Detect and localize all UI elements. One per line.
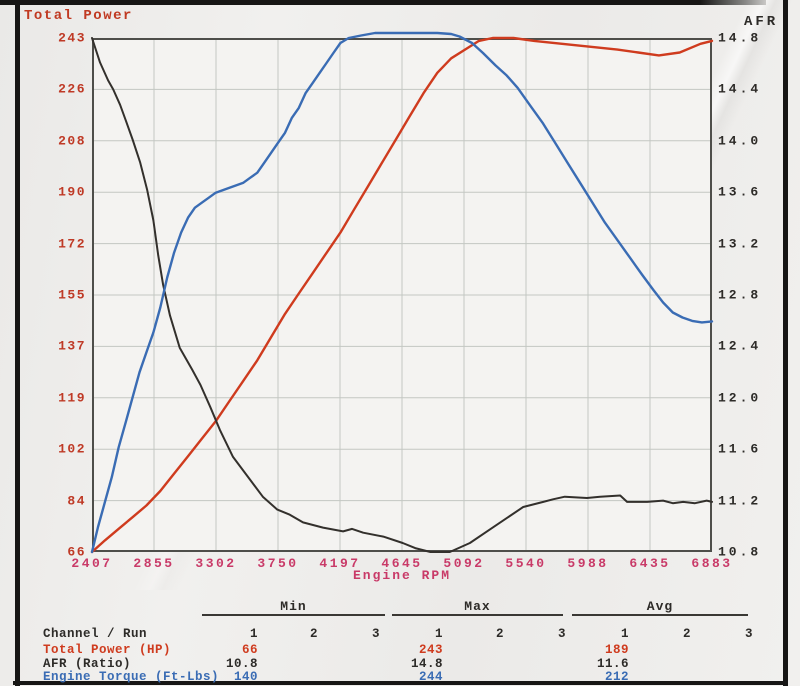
x-axis-tick-label: 5988 xyxy=(567,556,609,571)
plot-area xyxy=(90,31,714,554)
scan-edge-bottom xyxy=(13,681,787,685)
left-axis-tick-label: 208 xyxy=(58,133,86,149)
table-group-underline xyxy=(202,614,385,616)
table-value-min: 66 xyxy=(241,643,258,657)
right-axis-tick-label: 13.6 xyxy=(718,184,762,200)
right-axis-tick-label: 14.8 xyxy=(718,30,762,46)
table-value-min: 140 xyxy=(233,670,258,684)
scan-edge-top-corner xyxy=(700,0,766,5)
table-group-underline xyxy=(572,614,748,616)
right-axis-tick-label: 12.8 xyxy=(718,287,762,303)
right-axis-tick-label: 13.2 xyxy=(718,236,762,252)
x-axis-tick-label: 2855 xyxy=(133,556,175,571)
table-value-min: 10.8 xyxy=(225,657,258,671)
table-row-label: Total Power (HP) xyxy=(43,643,172,657)
x-axis-tick-label: 6883 xyxy=(691,556,733,571)
left-axis-tick-label: 226 xyxy=(58,81,86,97)
table-run-header: 2 xyxy=(495,627,504,641)
table-group-header-min: Min xyxy=(280,599,307,614)
left-axis-tick-label: 190 xyxy=(58,184,86,200)
x-axis-tick-label: 5540 xyxy=(505,556,547,571)
left-axis-tick-label: 155 xyxy=(58,287,86,303)
x-axis-tick-label: 4645 xyxy=(381,556,423,571)
right-axis-tick-label: 12.0 xyxy=(718,390,762,406)
left-axis-tick-label: 119 xyxy=(58,390,86,406)
table-group-underline xyxy=(392,614,563,616)
left-axis-tick-label: 84 xyxy=(67,493,86,509)
right-axis-tick-label: 12.4 xyxy=(718,338,762,354)
x-axis-tick-label: 6435 xyxy=(629,556,671,571)
right-axis-tick-label: 11.2 xyxy=(718,493,762,509)
x-axis-title: Engine RPM xyxy=(352,568,451,583)
table-run-header: 2 xyxy=(682,627,691,641)
x-axis-tick-label: 5092 xyxy=(443,556,485,571)
total-power-hp-curve xyxy=(90,36,714,554)
table-run-header: 2 xyxy=(309,627,318,641)
left-axis-tick-label: 102 xyxy=(58,441,86,457)
plot-frame xyxy=(92,38,712,552)
left-axis-tick-label: 172 xyxy=(58,236,86,252)
table-value-max: 243 xyxy=(418,643,443,657)
table-value-max: 14.8 xyxy=(410,657,443,671)
table-run-header: 3 xyxy=(371,627,380,641)
x-axis-tick-label: 2407 xyxy=(71,556,113,571)
x-axis-tick-label: 4197 xyxy=(319,556,361,571)
table-value-avg: 189 xyxy=(604,643,629,657)
table-run-header: 1 xyxy=(620,627,629,641)
table-value-avg: 11.6 xyxy=(596,657,629,671)
left-axis-tick-label: 66 xyxy=(67,544,86,560)
engine-torque-ft-lbs-curve xyxy=(90,31,714,554)
scan-edge-right xyxy=(783,0,788,686)
left-axis-title: Total Power xyxy=(24,8,133,24)
table-value-max: 244 xyxy=(418,670,443,684)
x-axis-tick-label: 3750 xyxy=(257,556,299,571)
right-axis-tick-label: 10.8 xyxy=(718,544,762,560)
right-axis-title: AFR xyxy=(744,14,779,30)
table-run-header: 3 xyxy=(744,627,753,641)
right-axis-tick-label: 14.0 xyxy=(718,133,762,149)
scan-edge-top xyxy=(0,0,766,5)
table-row-header: Channel / Run xyxy=(43,627,148,641)
table-run-header: 1 xyxy=(249,627,258,641)
table-run-header: 1 xyxy=(434,627,443,641)
table-run-header: 3 xyxy=(557,627,566,641)
table-value-avg: 212 xyxy=(604,670,629,684)
table-row-label: Engine Torque (Ft-Lbs) xyxy=(43,670,220,684)
scan-edge-left xyxy=(15,0,20,686)
afr-ratio-curve xyxy=(91,37,713,553)
table-group-header-max: Max xyxy=(464,599,491,614)
right-axis-tick-label: 11.6 xyxy=(718,441,762,457)
table-group-header-avg: Avg xyxy=(646,599,674,614)
table-row-label: AFR (Ratio) xyxy=(43,657,132,671)
left-axis-tick-label: 137 xyxy=(58,338,86,354)
x-axis-tick-label: 3302 xyxy=(195,556,237,571)
right-axis-tick-label: 14.4 xyxy=(718,81,762,97)
left-axis-tick-label: 243 xyxy=(58,30,86,46)
dyno-chart xyxy=(90,31,714,554)
